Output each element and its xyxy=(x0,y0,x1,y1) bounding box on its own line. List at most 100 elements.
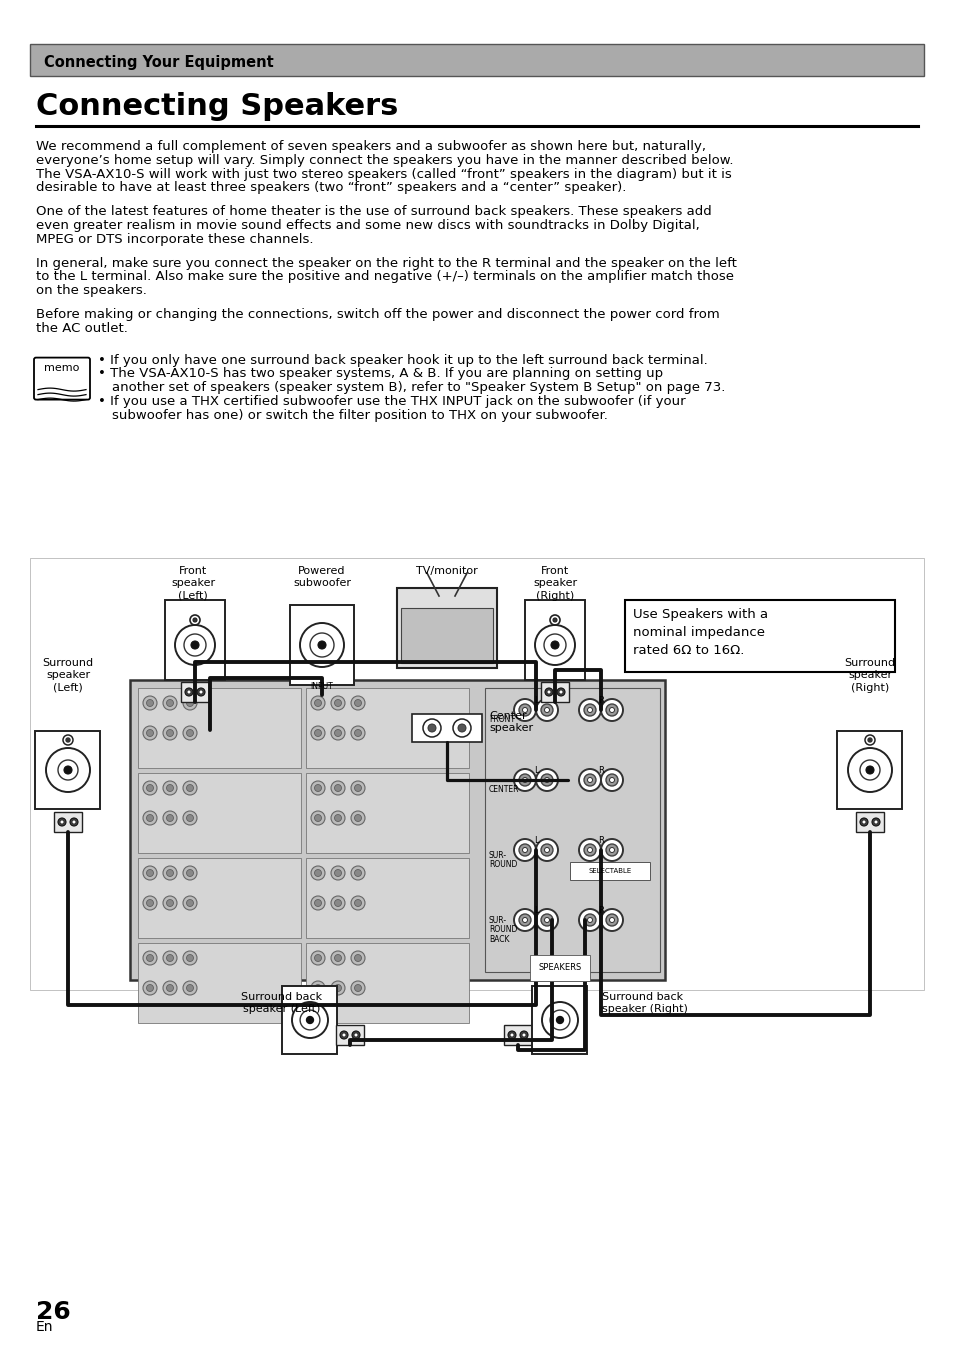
Circle shape xyxy=(864,735,874,745)
Circle shape xyxy=(186,984,193,992)
Circle shape xyxy=(163,981,177,995)
Circle shape xyxy=(873,820,877,824)
Circle shape xyxy=(605,844,618,856)
Bar xyxy=(412,714,481,741)
Circle shape xyxy=(510,1033,514,1037)
Circle shape xyxy=(183,950,196,965)
Circle shape xyxy=(583,774,596,786)
Circle shape xyxy=(544,687,553,696)
Bar xyxy=(400,608,493,663)
Text: TV/monitor: TV/monitor xyxy=(416,566,477,576)
Circle shape xyxy=(314,954,321,961)
Bar xyxy=(855,811,883,832)
Circle shape xyxy=(186,729,193,736)
Circle shape xyxy=(183,981,196,995)
Circle shape xyxy=(199,690,203,694)
Text: L: L xyxy=(533,906,537,915)
Circle shape xyxy=(186,700,193,706)
Circle shape xyxy=(583,704,596,716)
Bar xyxy=(165,600,225,679)
Text: to the L terminal. Also make sure the positive and negative (+/–) terminals on t: to the L terminal. Also make sure the po… xyxy=(36,271,733,283)
Circle shape xyxy=(311,896,325,910)
Circle shape xyxy=(331,896,345,910)
Circle shape xyxy=(331,811,345,825)
Circle shape xyxy=(355,869,361,876)
Text: CENTER: CENTER xyxy=(489,786,519,794)
Circle shape xyxy=(167,700,173,706)
Circle shape xyxy=(355,729,361,736)
Circle shape xyxy=(514,700,536,721)
Circle shape xyxy=(536,768,558,791)
Circle shape xyxy=(183,865,196,880)
Circle shape xyxy=(183,780,196,795)
Circle shape xyxy=(147,814,153,821)
Circle shape xyxy=(335,814,341,821)
Bar xyxy=(306,772,469,853)
Circle shape xyxy=(354,1033,357,1037)
Circle shape xyxy=(163,950,177,965)
Circle shape xyxy=(70,818,78,826)
Circle shape xyxy=(167,954,173,961)
Circle shape xyxy=(186,869,193,876)
Circle shape xyxy=(578,768,600,791)
Circle shape xyxy=(306,1016,314,1023)
Circle shape xyxy=(865,766,873,774)
Circle shape xyxy=(553,617,557,621)
Circle shape xyxy=(536,700,558,721)
Circle shape xyxy=(518,914,531,926)
Circle shape xyxy=(518,704,531,716)
Bar xyxy=(30,44,923,75)
Circle shape xyxy=(522,778,527,782)
Circle shape xyxy=(871,818,879,826)
Circle shape xyxy=(190,615,200,625)
Circle shape xyxy=(341,1033,346,1037)
Text: In general, make sure you connect the speaker on the right to the R terminal and: In general, make sure you connect the sp… xyxy=(36,256,736,270)
Text: on the speakers.: on the speakers. xyxy=(36,284,147,297)
Circle shape xyxy=(163,865,177,880)
Circle shape xyxy=(335,954,341,961)
Circle shape xyxy=(544,848,549,852)
Bar xyxy=(130,679,664,980)
Circle shape xyxy=(143,780,157,795)
Circle shape xyxy=(859,818,867,826)
Circle shape xyxy=(558,690,562,694)
Text: Center
speaker: Center speaker xyxy=(489,710,533,733)
Circle shape xyxy=(163,811,177,825)
Circle shape xyxy=(314,729,321,736)
Circle shape xyxy=(174,625,214,665)
Text: Front
speaker
(Right): Front speaker (Right) xyxy=(533,566,577,601)
Text: memo: memo xyxy=(44,363,80,372)
Circle shape xyxy=(587,918,592,922)
Circle shape xyxy=(335,700,341,706)
Circle shape xyxy=(543,634,565,656)
Circle shape xyxy=(600,768,622,791)
Circle shape xyxy=(351,811,365,825)
Circle shape xyxy=(63,735,73,745)
Circle shape xyxy=(183,727,196,740)
Circle shape xyxy=(317,642,326,648)
Bar xyxy=(138,772,301,853)
Circle shape xyxy=(351,865,365,880)
Text: R: R xyxy=(598,906,603,915)
Text: SELECTABLE: SELECTABLE xyxy=(588,868,631,874)
Text: L: L xyxy=(533,696,537,705)
Circle shape xyxy=(314,899,321,906)
Text: everyone’s home setup will vary. Simply connect the speakers you have in the man: everyone’s home setup will vary. Simply … xyxy=(36,154,733,167)
Text: L: L xyxy=(533,766,537,775)
Text: R: R xyxy=(598,836,603,845)
Circle shape xyxy=(578,909,600,931)
Circle shape xyxy=(147,785,153,791)
Circle shape xyxy=(167,984,173,992)
Text: Surround
speaker
(Right): Surround speaker (Right) xyxy=(843,658,895,693)
Circle shape xyxy=(583,914,596,926)
Circle shape xyxy=(143,865,157,880)
Text: 26: 26 xyxy=(36,1299,71,1324)
Circle shape xyxy=(355,700,361,706)
Circle shape xyxy=(600,700,622,721)
Circle shape xyxy=(587,848,592,852)
Circle shape xyxy=(536,838,558,861)
Circle shape xyxy=(540,704,553,716)
Circle shape xyxy=(605,774,618,786)
Circle shape xyxy=(355,785,361,791)
Circle shape xyxy=(518,844,531,856)
